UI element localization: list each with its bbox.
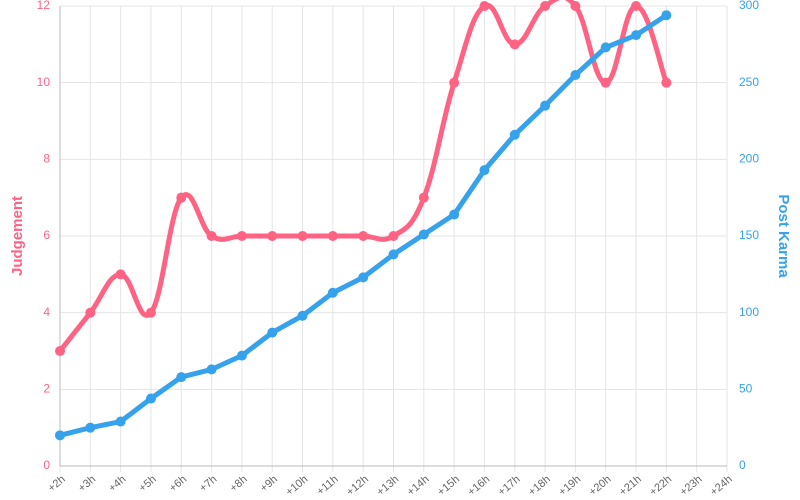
y2-tick-label: 50: [739, 382, 753, 396]
y-tick-label: 12: [37, 0, 51, 12]
x-tick-label: +24h: [708, 473, 735, 498]
data-point: [145, 307, 156, 318]
data-point: [661, 77, 672, 88]
data-point: [358, 272, 369, 283]
data-point: [388, 231, 399, 241]
data-point: [540, 1, 551, 11]
x-tick-label: +17h: [496, 473, 523, 498]
data-point: [85, 307, 96, 318]
y2-tick-label: 200: [739, 152, 759, 166]
data-point: [145, 393, 156, 404]
data-point: [570, 70, 581, 80]
data-point: [267, 231, 278, 241]
data-point: [115, 269, 126, 280]
y-axis-label: Judgement: [9, 196, 26, 276]
x-tick-label: +9h: [258, 473, 280, 494]
data-point: [509, 129, 520, 140]
y2-tick-label: 250: [739, 75, 759, 89]
data-point: [236, 231, 247, 241]
data-point: [449, 209, 460, 220]
data-point: [418, 192, 429, 203]
data-point: [631, 30, 642, 41]
data-point: [327, 231, 338, 241]
x-tick-label: +23h: [678, 473, 705, 498]
data-point: [55, 430, 65, 441]
x-tick-label: +6h: [167, 473, 189, 494]
data-point: [176, 372, 187, 383]
y-tick-label: 2: [43, 382, 50, 396]
x-tick-label: +2h: [46, 473, 68, 494]
data-point: [631, 1, 642, 11]
y2-axis-label: Post Karma: [775, 194, 792, 278]
x-tick-label: +15h: [435, 473, 462, 498]
data-point: [661, 10, 672, 21]
x-tick-label: +19h: [557, 473, 584, 498]
x-tick-label: +14h: [405, 473, 432, 498]
x-tick-label: +11h: [315, 473, 341, 498]
data-point: [600, 42, 611, 53]
data-point: [600, 77, 611, 88]
x-tick-label: +13h: [375, 473, 402, 498]
y2-tick-label: 150: [739, 228, 759, 242]
y-tick-label: 4: [43, 305, 50, 319]
data-point: [327, 287, 338, 298]
data-point: [479, 1, 490, 11]
y-tick-label: 6: [43, 228, 50, 242]
data-point: [418, 229, 429, 240]
y-tick-label: 10: [37, 75, 51, 89]
data-point: [388, 249, 399, 260]
data-point: [236, 350, 247, 361]
data-point: [509, 39, 520, 50]
data-point: [449, 77, 460, 88]
x-tick-label: +8h: [228, 473, 250, 494]
x-tick-label: +22h: [647, 473, 674, 498]
data-point: [570, 1, 581, 11]
x-tick-label: +20h: [587, 473, 614, 498]
x-tick-label: +21h: [617, 473, 644, 498]
data-point: [115, 416, 126, 427]
y2-tick-label: 300: [739, 0, 759, 12]
y-tick-label: 8: [43, 152, 50, 166]
y2-tick-label: 0: [739, 458, 746, 472]
data-point: [267, 327, 278, 338]
data-point: [85, 422, 96, 433]
data-point: [176, 192, 187, 203]
data-point: [479, 165, 490, 176]
x-tick-label: +7h: [197, 473, 219, 494]
x-tick-label: +18h: [526, 473, 553, 498]
data-point: [206, 364, 217, 375]
data-point: [540, 100, 551, 111]
x-tick-label: +3h: [76, 473, 98, 494]
y2-tick-label: 100: [739, 305, 759, 319]
data-point: [206, 231, 217, 241]
data-point: [358, 231, 369, 241]
x-tick-label: +12h: [344, 473, 371, 498]
data-point: [55, 346, 65, 356]
y-tick-label: 0: [43, 458, 50, 472]
x-tick-label: +5h: [137, 473, 159, 494]
data-point: [297, 231, 308, 241]
data-point: [297, 310, 308, 321]
x-tick-label: +16h: [466, 473, 493, 498]
x-tick-label: +10h: [284, 473, 311, 498]
x-tick-label: +4h: [106, 473, 128, 494]
